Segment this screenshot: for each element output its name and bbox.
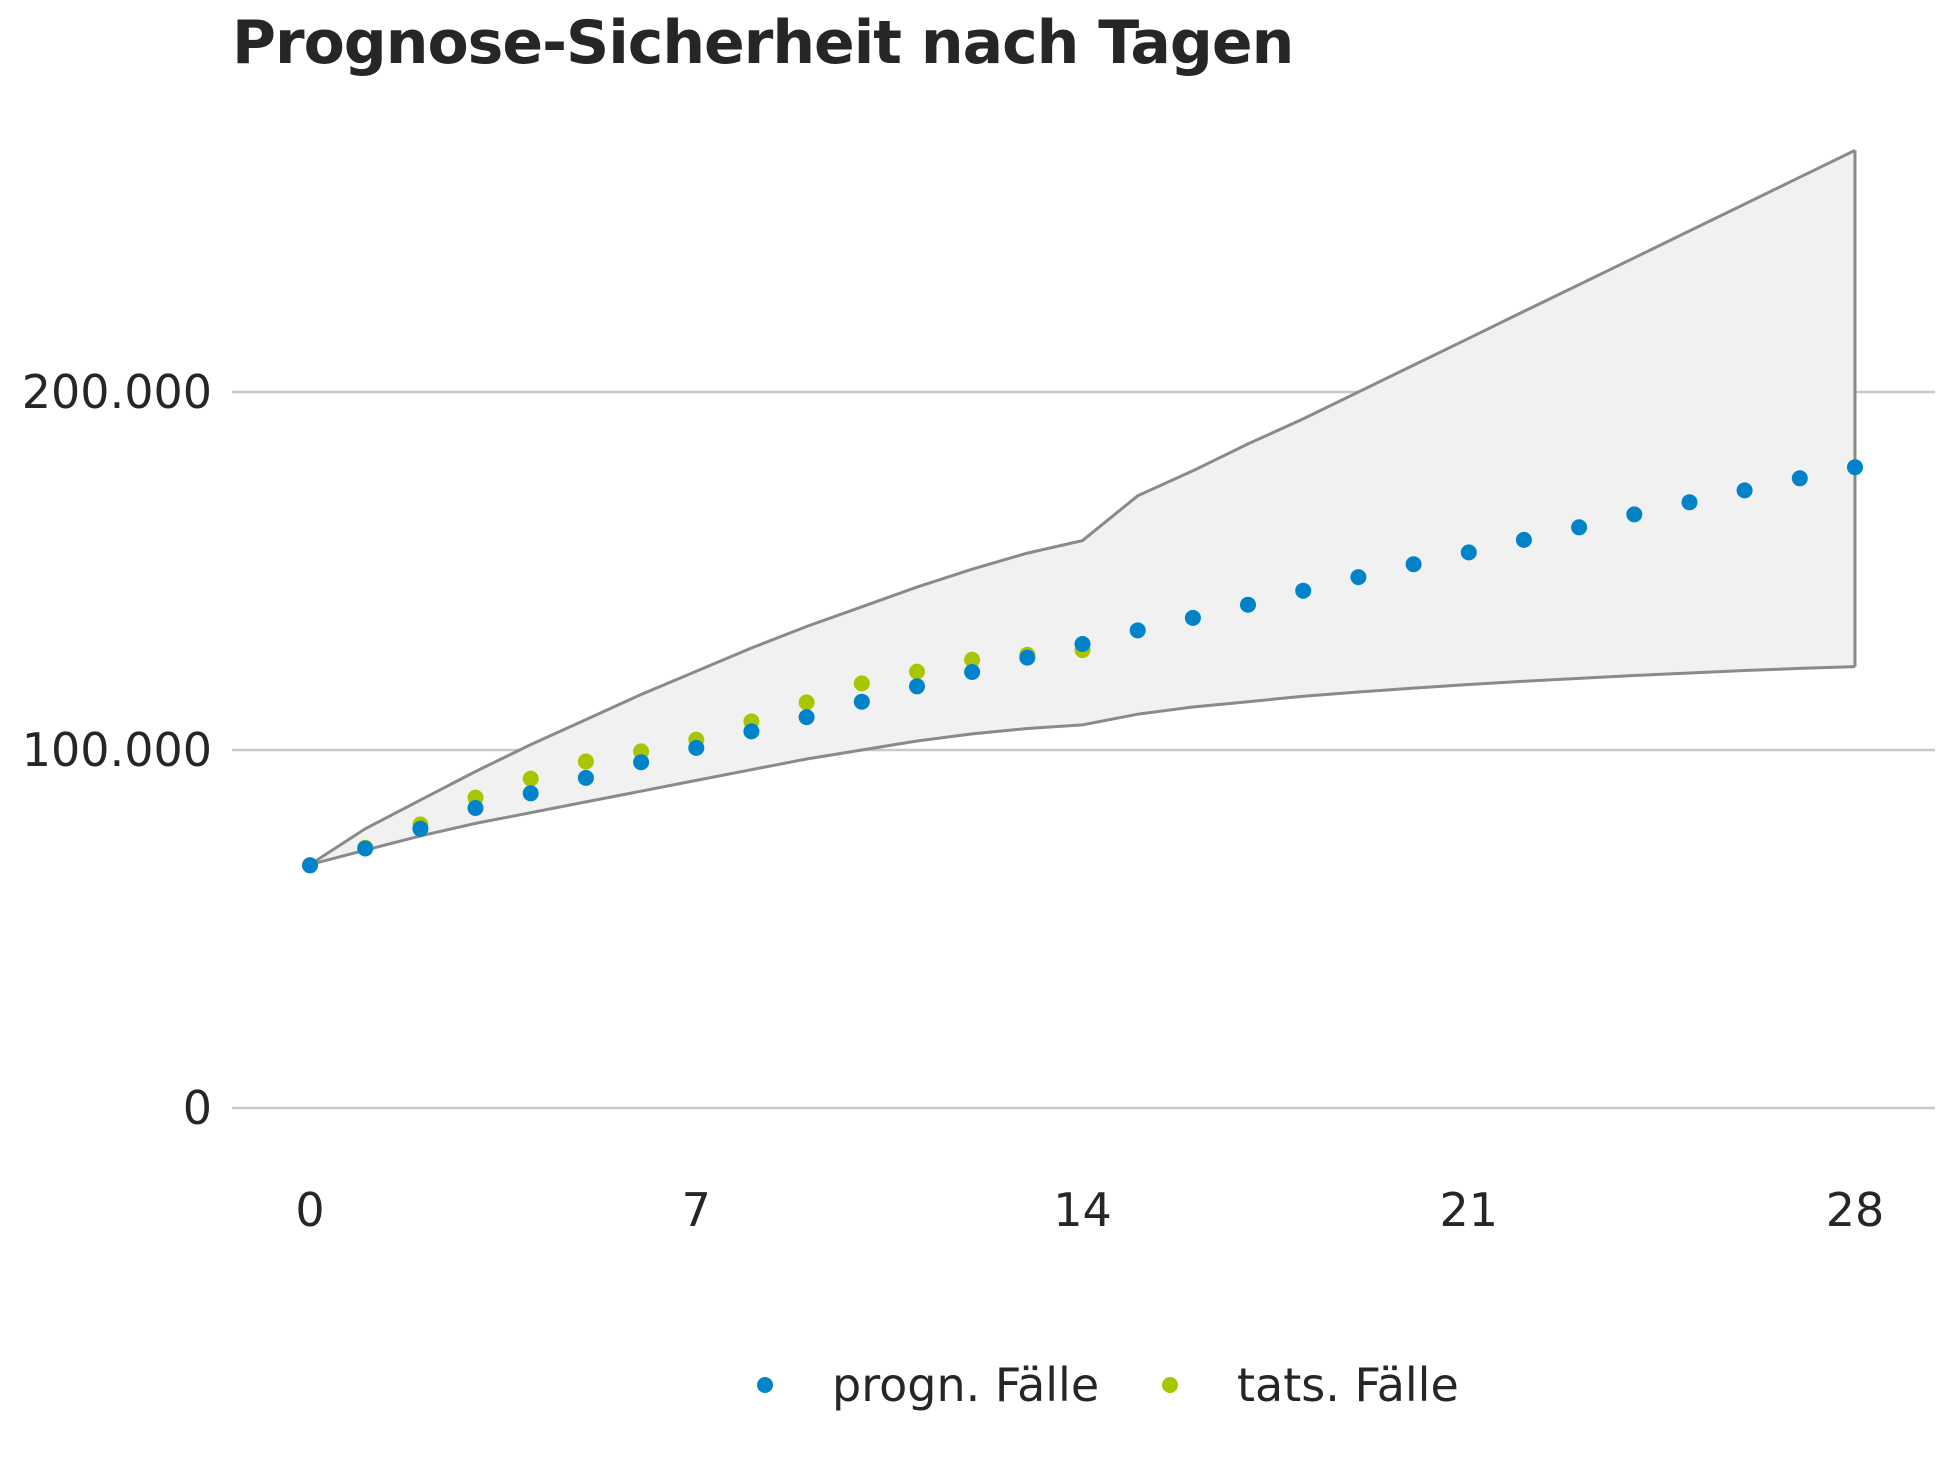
point-progn: [1350, 569, 1367, 586]
point-progn: [1074, 636, 1091, 652]
point-progn: [302, 857, 318, 874]
point-progn: [1240, 596, 1256, 613]
point-progn: [964, 664, 981, 680]
point-progn: [688, 739, 705, 756]
y-axis-tick-labels: 0 100.000 200.000: [22, 365, 212, 1135]
point-tats: [964, 651, 981, 668]
point-tats: [853, 675, 870, 692]
point-tats: [909, 663, 925, 680]
point-progn: [1184, 609, 1201, 626]
point-progn: [1460, 544, 1477, 561]
chart-title: Prognose-Sicherheit nach Tagen: [232, 8, 1294, 78]
point-progn: [1681, 494, 1698, 511]
x-tick-label: 0: [295, 1183, 324, 1237]
point-progn: [853, 693, 870, 710]
point-progn: [1847, 459, 1863, 476]
legend-marker-progn: [757, 1377, 773, 1393]
point-progn: [1019, 649, 1036, 666]
point-progn: [1405, 556, 1422, 573]
x-tick-label: 28: [1826, 1183, 1885, 1237]
x-axis-tick-labels: 0 7 14 21 28: [295, 1183, 1884, 1237]
band-area: [310, 150, 1855, 865]
point-progn: [1515, 531, 1532, 548]
x-tick-label: 7: [682, 1183, 711, 1237]
y-tick-label: 200.000: [22, 365, 212, 419]
legend: progn. Fälle tats. Fälle: [757, 1358, 1459, 1412]
x-tick-label: 21: [1439, 1183, 1498, 1237]
point-tats: [522, 770, 539, 787]
point-progn: [522, 785, 539, 802]
band-upper-line: [309, 149, 1856, 866]
point-tats: [577, 753, 594, 770]
y-tick-label: 100.000: [22, 723, 212, 777]
point-progn: [1626, 506, 1643, 523]
point-progn: [1736, 482, 1753, 499]
point-progn: [909, 678, 925, 695]
point-progn: [357, 840, 374, 857]
point-progn: [1295, 582, 1312, 599]
legend-label-progn: progn. Fälle: [832, 1358, 1099, 1412]
x-tick-label: 14: [1053, 1183, 1112, 1237]
legend-label-tats: tats. Fälle: [1237, 1358, 1459, 1412]
confidence-band: [309, 149, 1857, 867]
point-progn: [467, 800, 484, 816]
data-points: [302, 459, 1863, 874]
point-progn: [412, 820, 429, 837]
point-progn: [798, 709, 815, 726]
band-lower-line: [309, 665, 1856, 867]
point-progn: [577, 769, 594, 786]
point-progn: [1791, 470, 1808, 487]
point-progn: [1571, 519, 1588, 536]
legend-marker-tats: [1162, 1377, 1178, 1393]
point-progn: [1129, 622, 1146, 639]
point-progn: [633, 754, 650, 771]
point-tats: [798, 694, 815, 711]
point-progn: [743, 723, 760, 740]
y-tick-label: 0: [183, 1081, 212, 1135]
